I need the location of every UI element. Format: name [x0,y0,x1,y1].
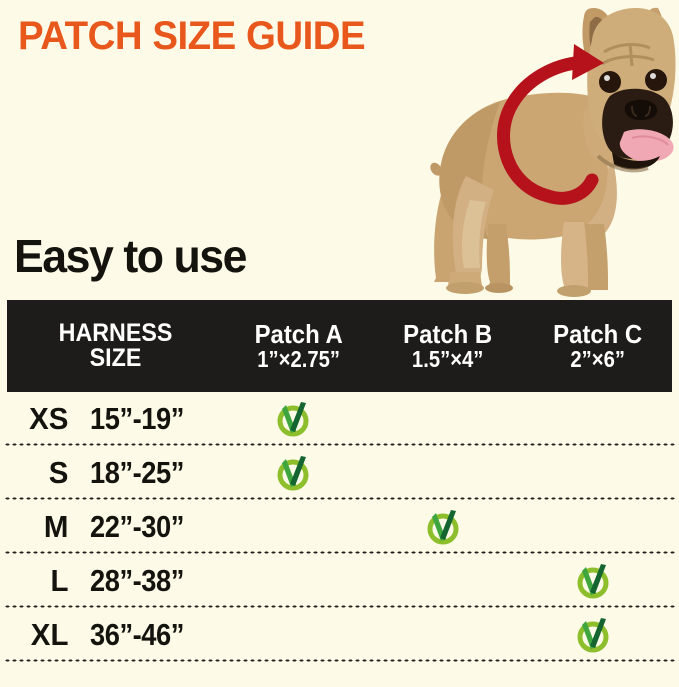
size-label: L [50,563,69,598]
cell-harness-size: XS 15”-19” [0,401,218,437]
header-patch-c-name: Patch C [552,318,642,349]
table-row: XL 36”-46” [0,608,679,662]
header-patch-b-dim: 1.5”×4” [412,346,484,373]
header-patch-a: Patch A 1”×2.75” [224,318,373,373]
dog-illustration [388,0,679,300]
table-row: XS 15”-19” [0,392,679,446]
cell-patch-c [518,615,668,655]
row-separator [4,497,675,500]
row-separator [4,605,675,608]
size-label: XS [29,401,69,436]
cell-patch-c [518,561,668,601]
row-separator [4,659,675,662]
size-range: 36”-46” [90,617,184,652]
french-bulldog-photo-svg [388,0,679,300]
girth-measurement-arrow [497,44,604,205]
cell-patch-a [218,399,368,439]
size-range: 28”-38” [90,563,184,598]
cell-harness-size: M 22”-30” [0,509,218,545]
cell-harness-size: S 18”-25” [0,455,218,491]
table-row: L 28”-38” [0,554,679,608]
row-separator [4,443,675,446]
table-row: S 18”-25” [0,446,679,500]
check-icon [273,399,313,439]
check-icon [573,561,613,601]
cell-harness-size: L 28”-38” [0,563,218,599]
header-patch-b: Patch B 1.5”×4” [373,318,522,373]
check-icon [273,453,313,493]
size-range: 18”-25” [90,455,184,490]
dog-head-group [582,7,676,173]
section-subtitle: Easy to use [14,230,247,282]
table-body: XS 15”-19” S 18”-25” M 22”-30” L 28”-38” XL 36”-4… [0,392,679,662]
header-patch-a-dim: 1”×2.75” [257,346,341,373]
header-patch-b-name: Patch B [403,318,493,349]
check-icon [573,615,613,655]
size-label: S [48,455,69,490]
page-title: PATCH SIZE GUIDE [18,14,366,58]
header-patch-c-dim: 2”×6” [570,346,625,373]
header-patch-a-name: Patch A [254,318,343,349]
cell-patch-a [218,453,368,493]
size-range: 15”-19” [90,401,184,436]
size-label: M [43,509,69,544]
cell-patch-b [368,507,518,547]
cell-harness-size: XL 36”-46” [0,617,218,653]
header-harness-size: HARNESS SIZE [15,318,217,372]
size-label: XL [30,617,69,652]
header-patch-c: Patch C 2”×6” [523,318,672,373]
header-harness-line1: HARNESS [58,318,173,347]
size-range: 22”-30” [90,509,184,544]
table-row: M 22”-30” [0,500,679,554]
header-harness-line2: SIZE [89,344,142,372]
table-header-row: HARNESS SIZE Patch A 1”×2.75” Patch B 1.… [7,300,672,392]
size-table: HARNESS SIZE Patch A 1”×2.75” Patch B 1.… [0,300,679,662]
row-separator [4,551,675,554]
check-icon [423,507,463,547]
